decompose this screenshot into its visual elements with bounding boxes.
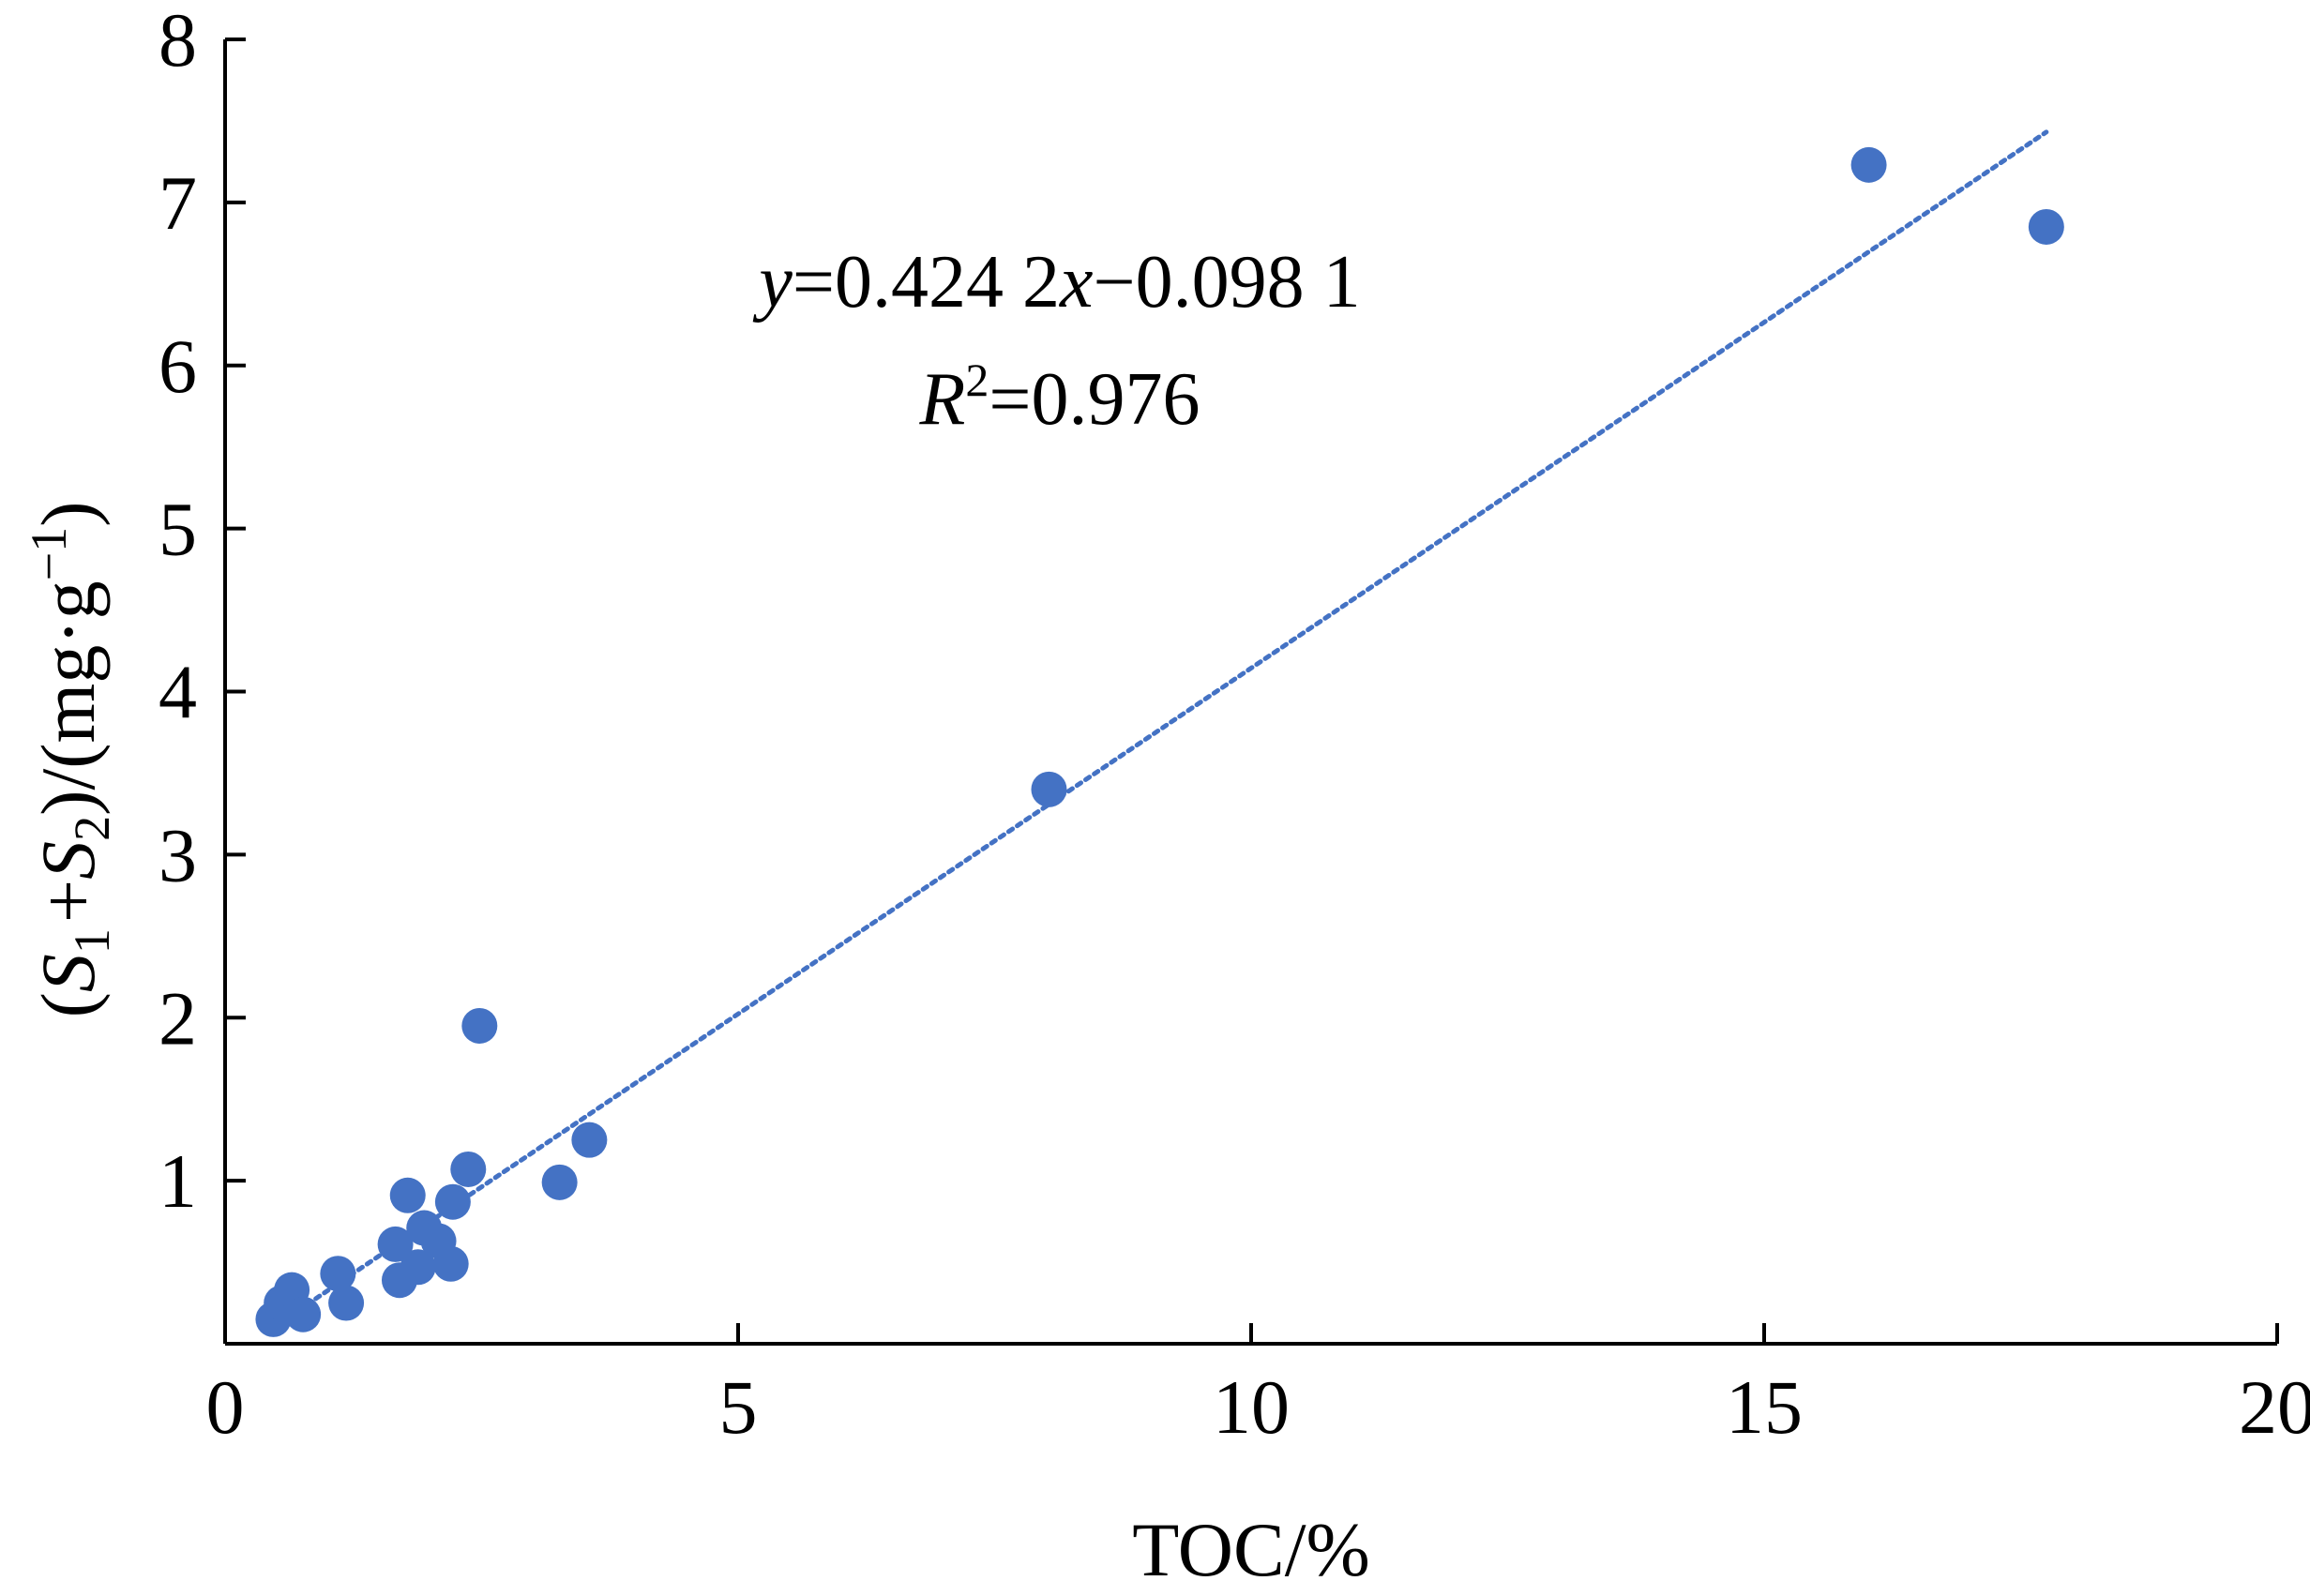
r-value: =0.976 xyxy=(989,358,1200,441)
r-sup: 2 xyxy=(965,354,989,406)
y-title-s2: S xyxy=(25,841,111,880)
eq-x-var: x xyxy=(1059,241,1094,324)
eq-coef: =0.424 2 xyxy=(793,241,1060,324)
y-tick-label: 5 xyxy=(159,487,197,572)
y-tick-label: 1 xyxy=(159,1138,197,1224)
y-title-open: ( xyxy=(25,992,111,1017)
data-point xyxy=(434,1183,471,1220)
y-axis-title: (S1+S2)/(mg·g−1) xyxy=(21,502,120,1018)
y-title-plus: + xyxy=(25,880,111,923)
eq-y-var: y xyxy=(752,241,793,324)
data-point xyxy=(377,1226,414,1262)
r-squared: R2=0.976 xyxy=(919,354,1200,441)
y-title-s1: S xyxy=(25,954,111,992)
trendline-group xyxy=(279,129,2049,1324)
y-title-s1-sub: 1 xyxy=(64,928,120,954)
data-point xyxy=(320,1256,356,1292)
data-point xyxy=(450,1151,487,1187)
y-title-s2-sub: 2 xyxy=(64,816,120,841)
trendline xyxy=(279,129,2049,1324)
x-tick-label: 15 xyxy=(1726,1364,1803,1450)
data-point xyxy=(285,1296,322,1333)
x-axis-ticks: 0 5 10 15 20 xyxy=(206,1323,2310,1450)
y-title-sup: −1 xyxy=(21,527,77,580)
x-axis-title: TOC/% xyxy=(1132,1507,1370,1592)
y-tick-label: 8 xyxy=(159,0,197,83)
x-tick-label: 20 xyxy=(2239,1364,2310,1450)
data-point xyxy=(328,1285,365,1321)
data-point xyxy=(1031,771,1067,807)
y-tick-label: 3 xyxy=(159,812,197,897)
y-tick-label: 2 xyxy=(159,975,197,1061)
data-point xyxy=(400,1249,436,1286)
y-title-rest: )/(mg·g xyxy=(25,580,111,815)
data-point xyxy=(461,1007,498,1044)
data-point xyxy=(1850,146,1887,183)
eq-intercept: −0.098 1 xyxy=(1094,241,1361,324)
y-axis-ticks: 1 2 3 4 5 6 7 8 xyxy=(159,0,246,1224)
x-tick-label: 0 xyxy=(206,1364,245,1450)
r-letter: R xyxy=(919,358,966,441)
data-point xyxy=(571,1122,608,1158)
data-points xyxy=(255,146,2064,1337)
data-point xyxy=(432,1245,469,1282)
y-tick-label: 4 xyxy=(159,650,197,735)
x-tick-label: 10 xyxy=(1213,1364,1290,1450)
y-tick-label: 7 xyxy=(159,160,197,246)
data-point xyxy=(541,1164,578,1200)
y-tick-label: 6 xyxy=(159,324,197,409)
data-point xyxy=(2028,208,2064,245)
data-point xyxy=(389,1177,426,1213)
regression-equation: y=0.424 2x−0.098 1 xyxy=(752,241,1360,324)
x-tick-label: 5 xyxy=(719,1364,758,1450)
y-title-close: ) xyxy=(25,502,111,527)
